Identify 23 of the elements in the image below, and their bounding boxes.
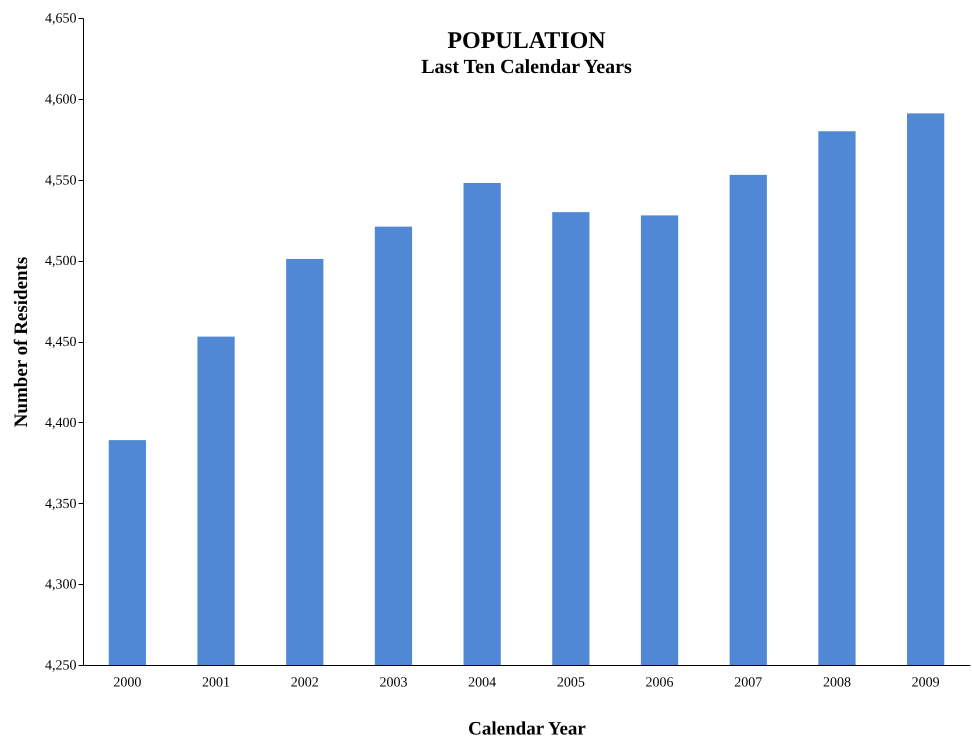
x-tick-label: 2007 [734, 676, 762, 690]
x-tick-label: 2000 [113, 676, 142, 690]
text: Last Ten Calendar Years [421, 56, 632, 78]
y-tick-label: 4,400 [45, 416, 76, 431]
y-tick-label: 4,650 [45, 12, 76, 26]
y-tick-label: 4,450 [45, 335, 76, 350]
y-tick-label: 4,500 [45, 254, 76, 270]
y-tick-label: 4,250 [45, 658, 76, 674]
y-tick-label: 4,550 [45, 173, 76, 188]
y-tick-label: 4,350 [45, 496, 76, 512]
x-tick-label: 2006 [646, 676, 674, 690]
chart-title: POPULATION [447, 28, 606, 54]
y-tick-label: 4,300 [45, 578, 76, 593]
x-axis-title: Calendar Year [468, 718, 586, 740]
x-tick-label: 2002 [290, 676, 319, 690]
x-tick-label: 2009 [912, 676, 940, 690]
x-tick-label: 2001 [202, 676, 230, 690]
y-tick-label: 4,600 [45, 92, 76, 108]
x-tick-label: 2008 [822, 676, 851, 690]
x-tick-label: 2005 [556, 676, 585, 690]
x-tick-label: 2003 [379, 676, 408, 690]
x-tick-label: 2004 [468, 676, 496, 690]
y-axis-title: Number of Residents [11, 256, 32, 428]
